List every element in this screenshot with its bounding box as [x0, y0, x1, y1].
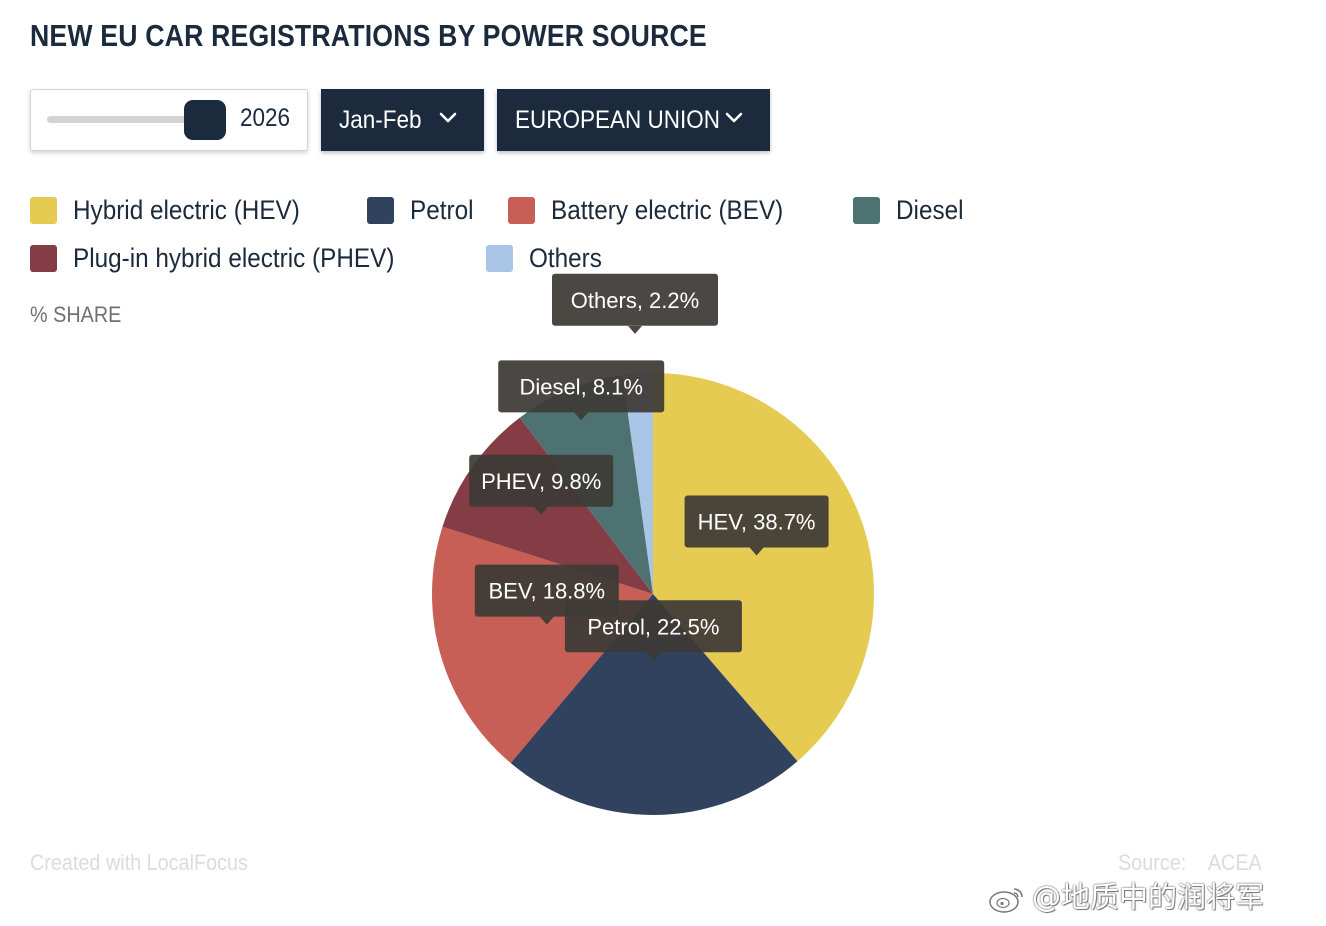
pie-label-pointer — [749, 547, 764, 556]
weibo-logo-icon — [989, 888, 1023, 913]
source-text: Source: ACEA — [1118, 850, 1262, 876]
legend-swatch-petrol — [367, 196, 394, 224]
pie-label-text: Petrol, 22.5% — [587, 614, 719, 639]
legend-swatch-diesel — [853, 196, 880, 224]
period-dropdown[interactable]: Jan-Feb — [321, 89, 484, 151]
legend-swatch-others — [486, 244, 513, 272]
year-value: 2026 — [240, 104, 291, 132]
pie-label-box — [552, 273, 718, 326]
pie-slice-hev[interactable] — [653, 373, 875, 762]
pie-label-pointer — [534, 506, 549, 515]
unit-label: % SHARE — [30, 302, 122, 327]
legend-label-petrol: Petrol — [410, 194, 474, 225]
legend-item-phev[interactable]: Plug-in hybrid electric (PHEV) — [30, 238, 430, 278]
chevron-down-icon — [439, 112, 457, 123]
pie-label-diesel: Diesel, 8.1% — [498, 360, 665, 421]
legend-item-diesel[interactable]: Diesel — [853, 190, 971, 230]
pie-label-pointer — [574, 412, 589, 421]
chart-title: NEW EU CAR REGISTRATIONS BY POWER SOURCE — [30, 18, 707, 53]
pie-label-others: Others, 2.2% — [552, 273, 718, 334]
pie-label-text: BEV, 18.8% — [488, 579, 605, 604]
legend-swatch-hev — [30, 196, 57, 224]
pie-label-box — [684, 495, 829, 548]
legend-label-bev: Battery electric (BEV) — [551, 194, 784, 225]
pie-label-box — [474, 564, 619, 617]
legend-label-phev: Plug-in hybrid electric (PHEV) — [73, 242, 395, 273]
pie-label-hev: HEV, 38.7% — [684, 495, 829, 556]
pie-label-petrol: Petrol, 22.5% — [564, 600, 742, 661]
legend-label-diesel: Diesel — [896, 194, 964, 225]
legend-swatch-bev — [508, 196, 535, 224]
pie-slice-others[interactable] — [622, 373, 653, 594]
legend-label-hev: Hybrid electric (HEV) — [73, 194, 300, 225]
pie-label-pointer — [646, 652, 661, 661]
year-slider-track[interactable] — [47, 116, 197, 123]
pie-label-pointer — [539, 616, 554, 625]
pie-labels: HEV, 38.7% Petrol, 22.5% BEV, 18.8% PHEV, 9… — [469, 273, 829, 661]
source-label: Source: — [1118, 850, 1187, 875]
watermark-text: @地质中的润将军 — [1032, 880, 1265, 914]
pie-label-bev: BEV, 18.8% — [474, 564, 619, 625]
pie-label-pointer — [628, 325, 643, 334]
pie-slice-petrol[interactable] — [510, 594, 798, 816]
chevron-down-icon — [725, 112, 743, 123]
source-value: ACEA — [1207, 850, 1262, 875]
pie-label-box — [498, 360, 665, 413]
region-dropdown[interactable]: EUROPEAN UNION — [497, 89, 770, 151]
region-dropdown-label: EUROPEAN UNION — [515, 105, 721, 134]
pie-label-text: HEV, 38.7% — [698, 510, 816, 535]
legend-item-petrol[interactable]: Petrol — [367, 190, 481, 230]
legend-item-hev[interactable]: Hybrid electric (HEV) — [30, 190, 325, 230]
pie-label-phev: PHEV, 9.8% — [469, 454, 614, 515]
legend-item-bev[interactable]: Battery electric (BEV) — [508, 190, 809, 230]
year-slider[interactable]: 2026 — [30, 89, 308, 151]
watermark: @地质中的润将军 — [988, 874, 1264, 916]
credit-text: Created with LocalFocus — [30, 850, 248, 875]
period-dropdown-label: Jan-Feb — [339, 105, 422, 134]
legend-swatch-phev — [30, 244, 57, 272]
pie-label-text: PHEV, 9.8% — [481, 469, 601, 494]
year-slider-thumb[interactable] — [184, 100, 226, 140]
pie-label-text: Others, 2.2% — [571, 288, 699, 313]
pie-label-box — [469, 454, 614, 507]
legend-item-others[interactable]: Others — [486, 238, 610, 278]
legend-label-others: Others — [529, 242, 602, 273]
chart-legend: Hybrid electric (HEV) Petrol Battery ele… — [30, 190, 1030, 280]
pie-label-text: Diesel, 8.1% — [519, 374, 643, 399]
